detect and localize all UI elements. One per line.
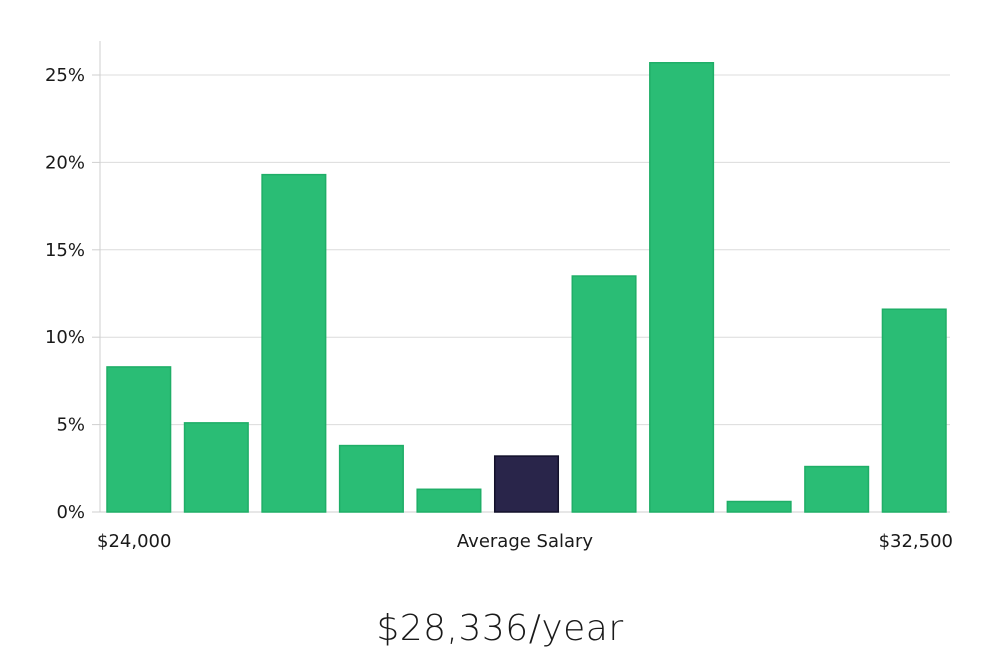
bar	[571, 275, 637, 513]
y-tick-label: 5%	[56, 415, 85, 436]
x-axis-title: Average Salary	[457, 531, 594, 552]
salary-distribution-chart: 0%5%10%15%20%25% $24,000 Average Salary …	[45, 41, 953, 552]
bar	[416, 488, 482, 513]
bar	[804, 465, 870, 513]
y-tick-label: 20%	[45, 152, 85, 173]
y-tick-label: 25%	[45, 65, 85, 86]
bar	[183, 422, 249, 513]
bar	[106, 366, 172, 513]
average-salary-value: $28,336/year	[376, 608, 624, 649]
bar	[881, 308, 947, 513]
y-tick-label: 15%	[45, 240, 85, 261]
bar-highlighted	[493, 455, 560, 513]
y-tick-label: 0%	[56, 502, 85, 523]
gridlines	[100, 74, 950, 426]
bars	[106, 62, 947, 513]
bar	[338, 444, 404, 513]
bar	[726, 500, 792, 513]
x-axis-min-label: $24,000	[97, 531, 171, 552]
bar	[261, 173, 327, 513]
bar	[649, 62, 715, 513]
y-tick-label: 10%	[45, 327, 85, 348]
y-axis-ticks: 0% 5% 10% 15% 20% 25%	[45, 65, 100, 523]
x-axis-max-label: $32,500	[879, 531, 953, 552]
